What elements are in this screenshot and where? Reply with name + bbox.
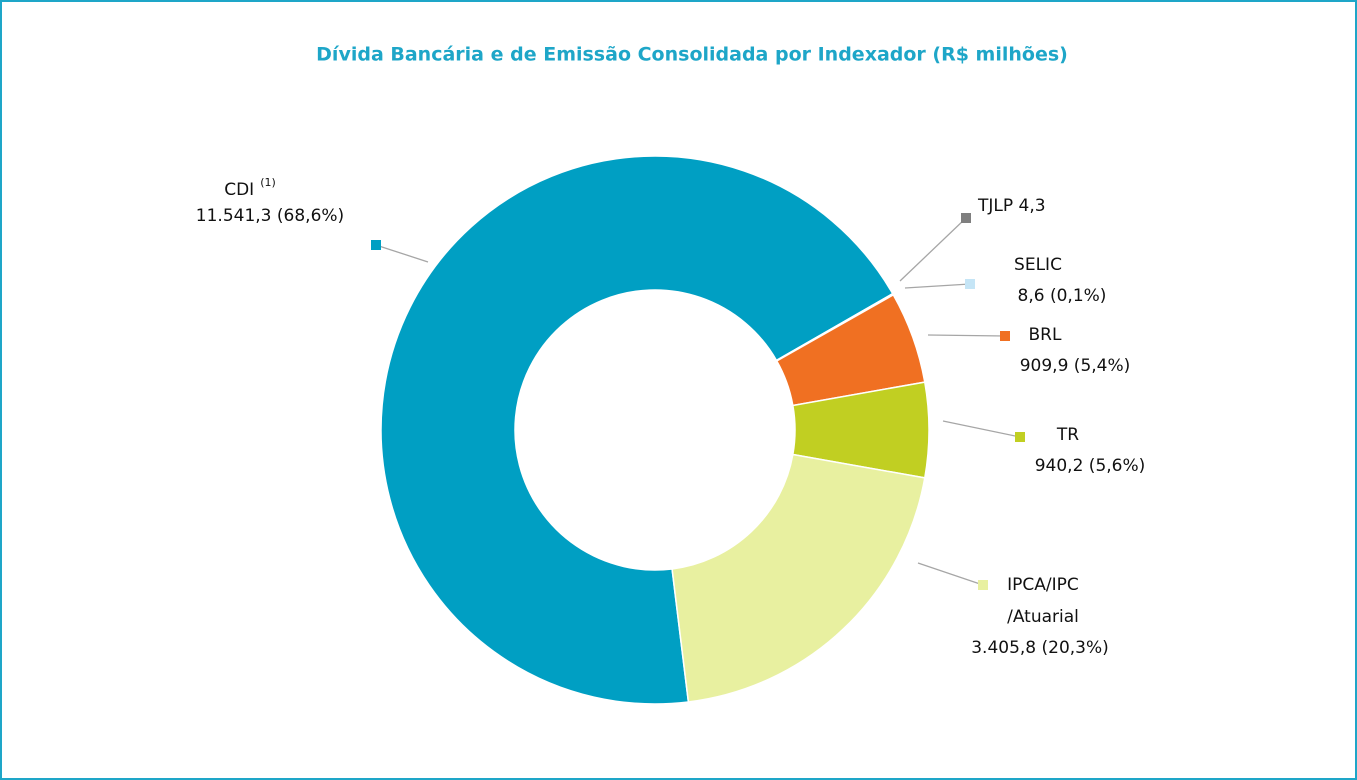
legend-marker: [961, 213, 971, 223]
slice-label: TJLP 4,3: [977, 196, 1046, 216]
category-line: IPCA/IPC: [1007, 575, 1079, 595]
leader-line: [899, 217, 967, 282]
legend-marker: [1000, 331, 1010, 341]
chart-title: Dívida Bancária e de Emissão Consolidada…: [316, 44, 1068, 66]
legend-marker: [965, 279, 975, 289]
legend-marker: [371, 240, 381, 250]
value-label: 940,2 (5,6%): [1035, 456, 1146, 476]
category-label: SELIC: [1014, 255, 1062, 275]
legend-marker: [1015, 432, 1025, 442]
category-label: TJLP: [977, 196, 1013, 216]
category-note: (1): [260, 176, 276, 189]
leader-line: [904, 283, 971, 289]
category-line: /Atuarial: [1007, 607, 1079, 627]
donut-slice: [671, 453, 926, 703]
category-label: BRL: [1029, 325, 1062, 345]
donut-slice: [380, 155, 894, 705]
leader-line: [942, 420, 1021, 438]
category-label: IPCA/IPC/Atuarial: [1007, 575, 1079, 627]
value-label: 909,9 (5,4%): [1020, 356, 1131, 376]
value-label: 4,3: [1019, 196, 1046, 216]
leader-line: [375, 244, 429, 263]
leader-line: [927, 334, 1006, 337]
category-label: TR: [1056, 425, 1079, 445]
value-label: 11.541,3 (68,6%): [196, 206, 344, 226]
value-label: 8,6 (0,1%): [1018, 286, 1107, 306]
value-label: 3.405,8 (20,3%): [971, 638, 1109, 658]
leader-line: [917, 562, 984, 586]
legend-marker: [978, 580, 988, 590]
